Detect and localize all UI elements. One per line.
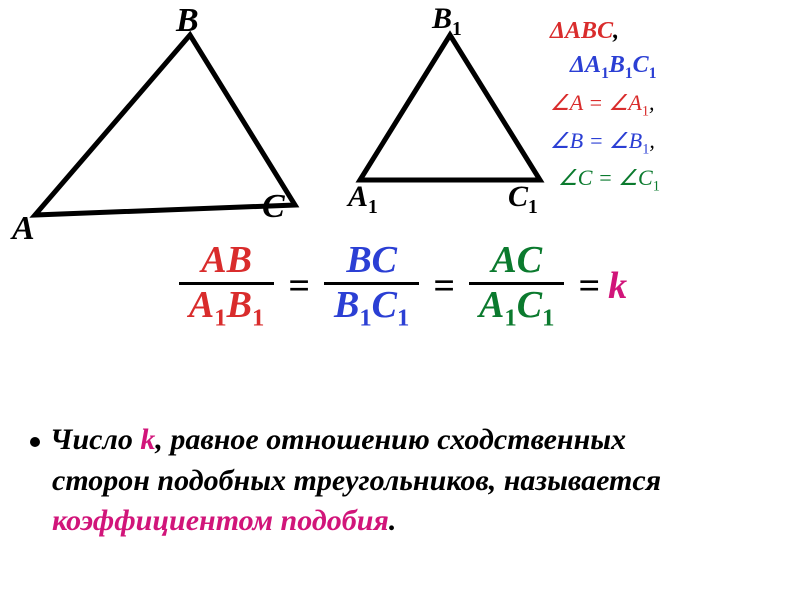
frac-bc: BC B1C1 (324, 240, 419, 332)
label-c: C (262, 188, 285, 226)
label-a1: A1 (348, 180, 378, 219)
label-b1: B1 (432, 2, 462, 41)
formula-header: ΔABC, ΔA1B1C1 ∠A = ∠A1, ∠B = ∠B1, ∠C = ∠… (550, 15, 780, 196)
label-b: B (176, 2, 199, 40)
triangles-area: A B C A1 B1 C1 (0, 10, 560, 230)
ratio-equation: AB A1B1 = BC B1C1 = AC A1C1 = k (100, 240, 700, 332)
frac-ac: AC A1C1 (469, 240, 564, 332)
k-coefficient: k (608, 264, 627, 308)
frac-ab: AB A1B1 (179, 240, 274, 332)
triangle-a1b1c1-label: ΔA1B1C1 (570, 49, 780, 85)
definition-text: Число k, равное отношению сходственных с… (30, 420, 770, 542)
triangle-small (360, 35, 540, 180)
label-c1: C1 (508, 180, 538, 219)
bullet-icon (30, 437, 40, 447)
triangle-large (35, 35, 295, 215)
triangle-abc-label: ΔABC, (550, 15, 780, 49)
angle-c: ∠C = ∠C1 (558, 163, 780, 196)
label-a: A (12, 210, 35, 248)
angle-b: ∠B = ∠B1, (550, 126, 780, 159)
angle-a: ∠A = ∠A1, (550, 88, 780, 121)
